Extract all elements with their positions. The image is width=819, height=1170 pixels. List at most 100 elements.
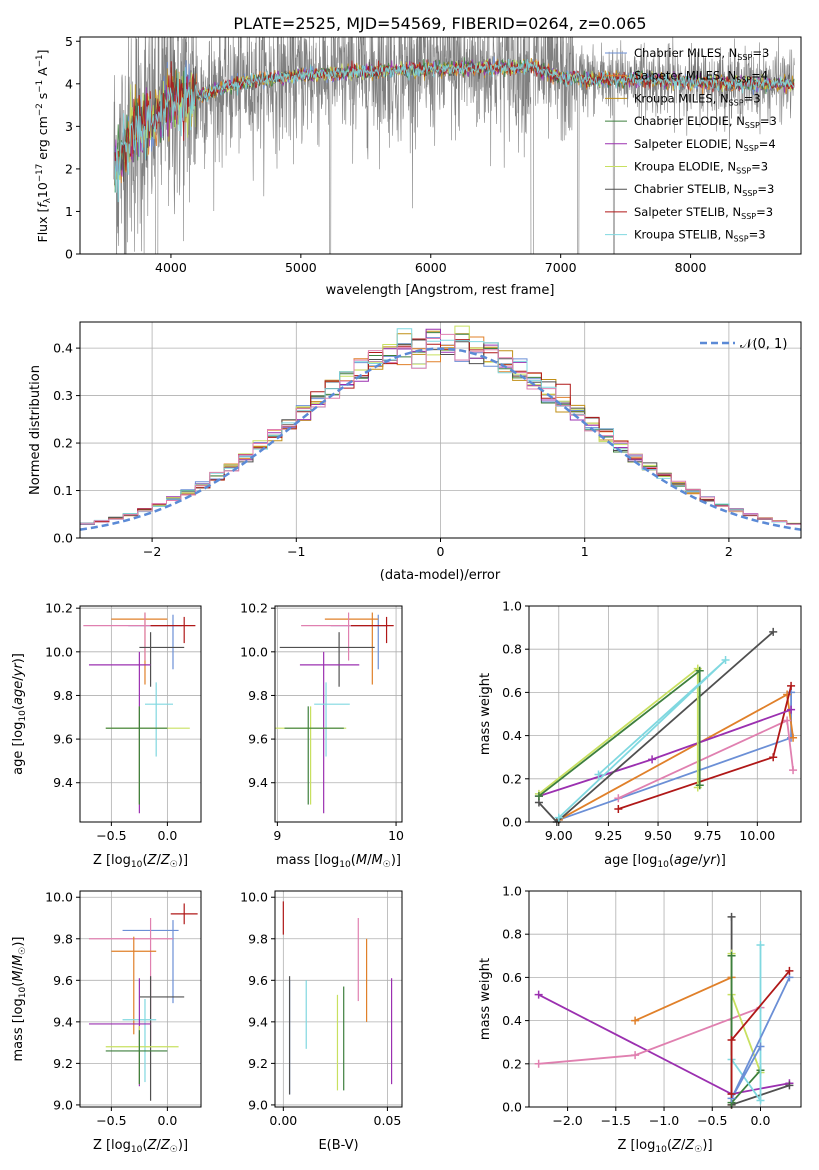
plot-area xyxy=(88,903,198,1101)
y-tick-label: 0.6 xyxy=(502,970,522,985)
errorbar-chabrier_stelib xyxy=(279,632,375,687)
y-tick-label: 0.0 xyxy=(502,1100,522,1115)
y-tick-label: 0.2 xyxy=(53,436,73,451)
y-tick-label: 10.2 xyxy=(45,601,73,616)
x-axis-label: mass [log10(M/M☉)] xyxy=(276,853,401,870)
series-marker xyxy=(648,755,657,764)
axes-frame xyxy=(274,890,403,1108)
plot-area xyxy=(282,901,393,1095)
y-tick-label: 9.2 xyxy=(53,1056,73,1071)
y-tick-label: 9.6 xyxy=(53,732,73,747)
series-marker xyxy=(695,781,704,790)
series-marker xyxy=(789,766,798,775)
errorbar-pink xyxy=(83,612,168,661)
chart-spectrum: 4000 5000 6000 7000 8000 0 1 2 3 4 5 wavelength [An… xyxy=(35,34,802,298)
errorbar-chabrier_elodie xyxy=(284,706,344,805)
errorbar-kroupa_elodie xyxy=(105,706,190,805)
y-tick-label: 9.4 xyxy=(248,775,268,790)
x-tick-label: 0.0 xyxy=(157,828,177,843)
series-marker xyxy=(756,1096,765,1105)
y-tick-label: 0.0 xyxy=(502,815,522,830)
series-marker xyxy=(787,681,796,690)
axes-frame xyxy=(274,605,403,823)
axes-frame xyxy=(79,890,202,1108)
x-tick-label: 9.00 xyxy=(545,828,573,843)
y-axis-label: age [log10(age/yr)] xyxy=(11,653,28,775)
x-tick-label: 0.0 xyxy=(751,1113,771,1128)
legend-entry: Kroupa ELODIE, NSSP=3 xyxy=(634,160,768,176)
model-spectrum-kroupa_stelib xyxy=(114,58,795,203)
y-tick-label: 0.4 xyxy=(502,728,522,743)
legend-entry: Kroupa STELIB, NSSP=3 xyxy=(634,228,766,244)
y-tick-label: 10.0 xyxy=(45,890,73,905)
errorbar-chabrier_elodie xyxy=(105,706,168,805)
y-tick-label: 9.4 xyxy=(53,1014,73,1029)
x-axis-label: age [log10(age/yr)] xyxy=(604,853,726,870)
y-tick-label: 0.4 xyxy=(53,341,73,356)
axes-frame xyxy=(79,605,202,823)
errorbar-salpeter_stelib xyxy=(150,616,196,644)
y-tick-label: 0.6 xyxy=(502,685,522,700)
x-tick-label: 9.75 xyxy=(694,828,722,843)
y-axis-label: mass weight xyxy=(478,958,493,1040)
legend-entry: Chabrier MILES, NSSP=3 xyxy=(634,46,769,62)
chart-residuals: −2 −1 0 1 2 0.0 0.1 0.2 0.3 0.4 𝒩(0, 1) (data-model… xyxy=(28,321,802,583)
series-salpeter_stelib xyxy=(614,681,796,814)
y-tick-label: 3 xyxy=(65,119,73,134)
x-tick-label: 9 xyxy=(273,828,281,843)
legend-entry: Kroupa MILES, NSSP=3 xyxy=(634,91,761,107)
x-tick-label: 5000 xyxy=(285,260,317,275)
plot-area xyxy=(275,612,394,814)
plot-area xyxy=(534,912,794,1109)
series-chabrier_elodie xyxy=(534,666,704,801)
chart-massweight_vs_Z: −2.0 −1.5 −1.0 −0.5 0.0 0.0 0.2 0.4 0.6 0.8 1.0 Z [… xyxy=(478,884,802,1155)
axes-frame xyxy=(79,321,802,539)
chart-massweight_vs_age: 9.00 9.25 9.50 9.75 10.00 0.0 0.2 0.4 0.6 0.8 1.0 a… xyxy=(478,599,802,870)
series-kroupa_stelib xyxy=(554,656,730,822)
x-tick-label: 9.50 xyxy=(644,828,672,843)
y-tick-label: 0.2 xyxy=(502,771,522,786)
x-tick-label: 9.25 xyxy=(594,828,622,843)
y-tick-label: 4 xyxy=(65,76,73,91)
y-tick-label: 1 xyxy=(65,204,73,219)
errorbar-kroupa_elodie xyxy=(275,706,347,805)
series-marker xyxy=(789,733,798,742)
y-tick-label: 0.8 xyxy=(502,927,522,942)
errorbar-kroupa_stelib xyxy=(144,682,173,757)
normal-curve xyxy=(80,347,801,531)
series-marker xyxy=(721,656,730,664)
errorbar-chabrier_stelib xyxy=(139,632,185,687)
y-tick-label: 9.8 xyxy=(248,931,268,946)
errorbar-salpeter_stelib xyxy=(170,903,198,925)
plot-area xyxy=(83,612,196,814)
series-marker xyxy=(534,792,543,801)
x-tick-label: 4000 xyxy=(155,260,187,275)
y-tick-label: 9.6 xyxy=(53,973,73,988)
panels: 4000 5000 6000 7000 8000 0 1 2 3 4 5 wavelength [An… xyxy=(11,34,802,1155)
y-tick-label: 9.6 xyxy=(248,973,268,988)
y-tick-label: 0.2 xyxy=(502,1056,522,1071)
series-marker xyxy=(756,941,765,949)
y-tick-label: 10.2 xyxy=(240,601,268,616)
y-axis-label: Normed distribution xyxy=(28,365,43,495)
x-tick-label: −2.0 xyxy=(552,1113,582,1128)
errorbar-kroupa_stelib xyxy=(314,682,350,757)
errorbar-salpeter_miles xyxy=(111,936,157,1035)
chart-age_vs_Z: −0.5 0.0 9.4 9.6 9.8 10.0 10.2 Z [log10(Z/Z☉)] a… xyxy=(11,601,202,870)
x-tick-label: 0.0 xyxy=(157,1113,177,1128)
series-marker xyxy=(783,716,792,725)
axes-frame xyxy=(528,605,802,823)
errorbar-chabrier_miles xyxy=(128,614,182,670)
y-tick-label: 9.4 xyxy=(248,1014,268,1029)
series-marker xyxy=(594,770,603,779)
x-tick-label: 1 xyxy=(581,544,589,559)
axes-frame xyxy=(79,36,802,255)
y-tick-label: 0.1 xyxy=(53,483,73,498)
y-axis-label: mass weight xyxy=(478,673,493,755)
y-tick-label: 0.3 xyxy=(53,388,73,403)
x-axis-label: wavelength [Angstrom, rest frame] xyxy=(326,283,555,298)
series-marker xyxy=(614,805,623,814)
x-tick-label: −2 xyxy=(143,544,161,559)
errorbar-pink xyxy=(301,612,373,661)
x-tick-label: −1.5 xyxy=(601,1113,631,1128)
